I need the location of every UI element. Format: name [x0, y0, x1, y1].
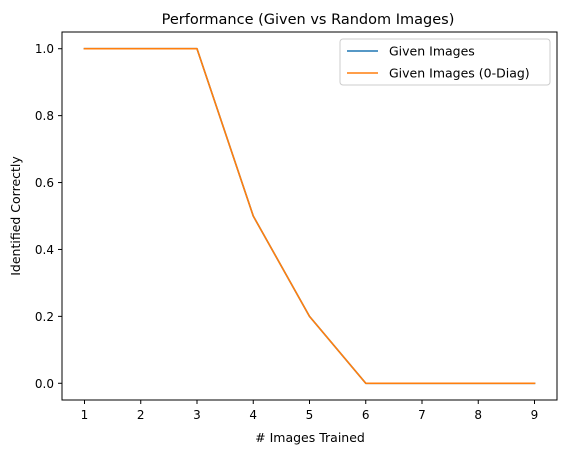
x-tick-label: 4 — [249, 408, 257, 422]
x-tick-label: 3 — [193, 408, 201, 422]
y-tick-label: 0.4 — [35, 243, 54, 257]
x-tick-label: 7 — [418, 408, 426, 422]
series-line-1 — [83, 47, 536, 385]
y-axis-label: Identified Correctly — [8, 156, 23, 276]
series-lines — [83, 47, 536, 385]
y-tick-label: 0.6 — [35, 176, 54, 190]
legend-box — [339, 38, 551, 86]
plot-frame — [61, 31, 558, 401]
plot-background — [62, 32, 557, 400]
x-tick-label: 9 — [531, 408, 539, 422]
x-tick-label: 8 — [474, 408, 482, 422]
y-tick-label: 1.0 — [35, 42, 54, 56]
x-tick-label: 2 — [137, 408, 145, 422]
plot-area: 1 2 3 4 5 6 7 8 9 0.0 0.2 0.4 0.6 0.8 1.0 — [35, 31, 558, 422]
y-axis-ticks: 0.0 0.2 0.4 0.6 0.8 1.0 — [35, 42, 62, 391]
legend-label-given-images-0-diag: Given Images (0-Diag) — [389, 66, 530, 81]
y-tick-label: 0.8 — [35, 109, 54, 123]
x-tick-label: 1 — [81, 408, 89, 422]
legend-label-given-images: Given Images — [389, 44, 475, 59]
y-tick-label: 0.0 — [35, 377, 54, 391]
y-tick-label: 0.2 — [35, 310, 54, 324]
chart-title: Performance (Given vs Random Images) — [162, 12, 455, 28]
x-axis-label: # Images Trained — [255, 430, 365, 445]
x-axis-ticks: 1 2 3 4 5 6 7 8 9 — [81, 400, 539, 422]
x-tick-label: 6 — [362, 408, 370, 422]
x-tick-label: 5 — [306, 408, 314, 422]
legend: Given Images Given Images (0-Diag) — [339, 38, 551, 86]
